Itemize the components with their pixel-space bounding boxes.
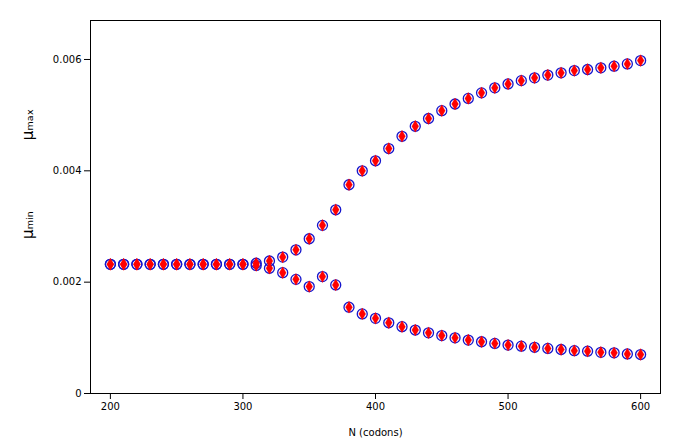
- svg-text:600: 600: [631, 401, 650, 412]
- svg-text:μₘᵢₙ: μₘᵢₙ: [19, 211, 37, 239]
- svg-text:N (codons): N (codons): [348, 427, 402, 438]
- svg-text:200: 200: [101, 401, 120, 412]
- svg-text:0: 0: [75, 388, 81, 399]
- svg-text:500: 500: [499, 401, 518, 412]
- svg-text:400: 400: [366, 401, 385, 412]
- svg-text:μₘₐₓ: μₘₐₓ: [19, 109, 37, 140]
- svg-text:0.006: 0.006: [53, 54, 82, 65]
- svg-text:300: 300: [233, 401, 252, 412]
- svg-text:0.002: 0.002: [53, 276, 82, 287]
- svg-text:0.004: 0.004: [53, 165, 82, 176]
